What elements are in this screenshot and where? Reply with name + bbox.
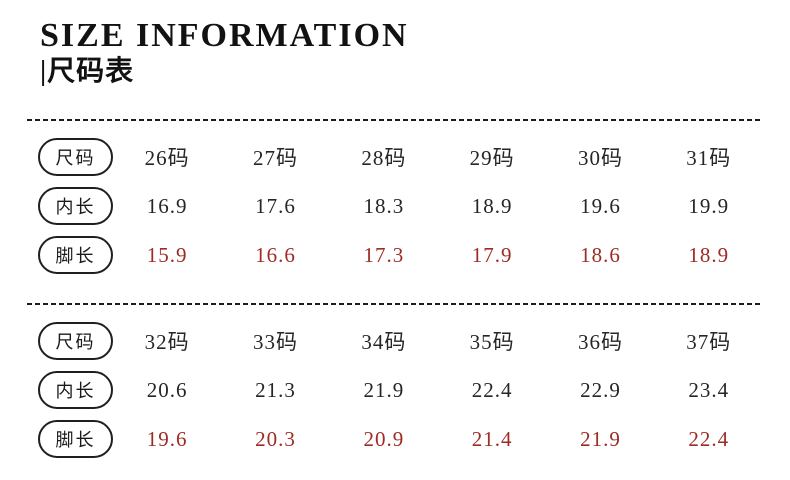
value-cell: 26码: [144, 146, 190, 171]
value-cell: 18.3: [363, 193, 405, 218]
value-cell: 27码: [252, 146, 298, 171]
value-cell: 21.9: [363, 377, 405, 402]
table-row: 脚长 19.6 20.3 20.9 21.4 21.9 22.4: [38, 415, 763, 464]
row-label-badge: 脚长: [38, 236, 113, 275]
value-cell: 20.3: [255, 426, 296, 451]
value-cell: 17.9: [471, 242, 513, 267]
value-cell: 35码: [469, 330, 515, 355]
value-cell: 36码: [577, 330, 623, 355]
value-cell: 31码: [686, 146, 732, 171]
page-title: SIZE INFORMATION: [40, 17, 409, 54]
table-row: 内长 20.6 21.3 21.9 22.4 22.9 23.4: [38, 366, 763, 415]
value-cell: 29码: [469, 146, 515, 171]
page-subtitle: |尺码表: [40, 56, 135, 88]
value-cell: 22.4: [688, 426, 730, 451]
value-cell: 17.3: [363, 242, 405, 267]
value-cell: 15.9: [146, 242, 188, 267]
value-cell: 18.9: [688, 242, 730, 267]
value-cell: 21.3: [255, 377, 296, 402]
size-table-upper: 尺码 26码 27码 28码 29码 30码 31码内长 16.9 17.6 18.3 18.9 19…: [0, 121, 790, 280]
row-label-badge: 尺码: [38, 138, 113, 177]
value-cell: 18.9: [471, 193, 513, 218]
value-cell: 30码: [577, 146, 623, 171]
value-cell: 28码: [361, 146, 407, 171]
value-cell: 16.6: [255, 242, 296, 267]
table-row: 尺码 26码 27码 28码 29码 30码 31码: [38, 133, 763, 182]
value-cell: 18.6: [580, 242, 621, 267]
value-cell: 19.6: [146, 426, 188, 451]
row-label-badge: 内长: [38, 371, 113, 410]
row-label-badge: 脚长: [38, 420, 113, 459]
value-cell: 22.9: [580, 377, 621, 402]
value-cell: 19.9: [688, 193, 730, 218]
size-chart-header: SIZE INFORMATION |尺码表: [0, 0, 790, 88]
dashed-divider-top: [27, 118, 763, 121]
value-cell: 37码: [686, 330, 732, 355]
table-row: 尺码 32码 33码 34码 35码 36码 37码: [38, 317, 763, 366]
size-table-lower: 尺码 32码 33码 34码 35码 36码 37码内长 20.6 21.3 21.9 22.4 22…: [0, 305, 790, 464]
row-label-badge: 内长: [38, 187, 113, 226]
value-cell: 20.6: [146, 377, 188, 402]
value-cell: 34码: [361, 330, 407, 355]
value-cell: 33码: [252, 330, 298, 355]
value-cell: 23.4: [688, 377, 730, 402]
value-cell: 19.6: [580, 193, 621, 218]
value-cell: 22.4: [471, 377, 513, 402]
row-label-badge: 尺码: [38, 322, 113, 361]
table-row: 内长 16.9 17.6 18.3 18.9 19.6 19.9: [38, 182, 763, 231]
table-row: 脚长 15.9 16.6 17.3 17.9 18.6 18.9: [38, 231, 763, 280]
value-cell: 21.9: [580, 426, 621, 451]
value-cell: 32码: [144, 330, 190, 355]
dashed-divider-middle: [27, 302, 763, 305]
value-cell: 16.9: [146, 193, 188, 218]
value-cell: 20.9: [363, 426, 405, 451]
value-cell: 17.6: [255, 193, 296, 218]
value-cell: 21.4: [471, 426, 513, 451]
